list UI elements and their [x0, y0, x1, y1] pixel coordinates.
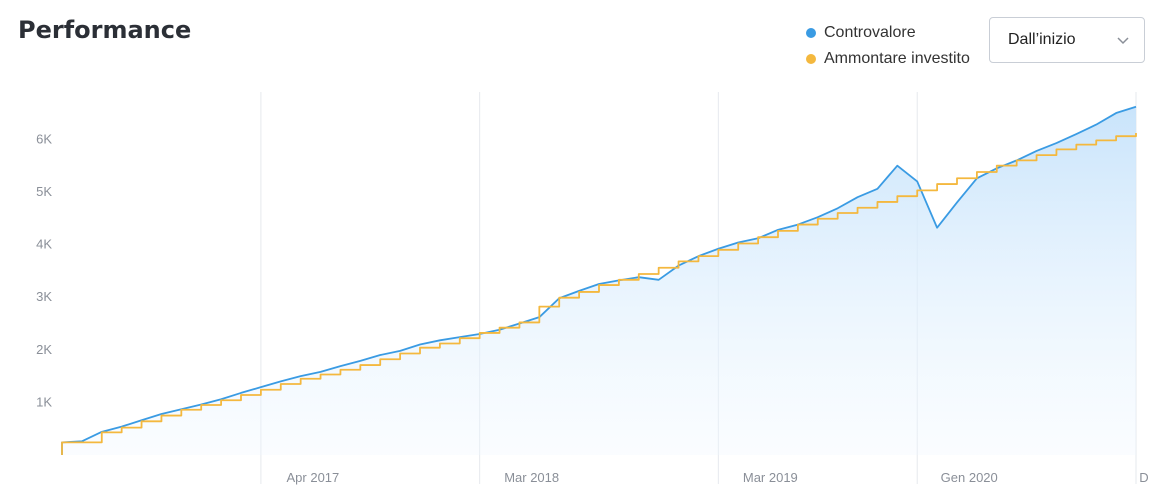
- y-tick-label-1k: 1K: [36, 394, 52, 409]
- y-tick-label-5k: 5K: [36, 184, 52, 199]
- y-tick-label-4k: 4K: [36, 237, 52, 252]
- series-line-controvalore: [61, 105, 1137, 455]
- y-tick-label-3k: 3K: [36, 289, 52, 304]
- legend-label-controvalore: Controvalore: [824, 24, 916, 41]
- x-tick-label-4: D: [1139, 470, 1148, 485]
- x-tick-label-1: Mar 2018: [504, 470, 559, 485]
- x-tick-label-0: Apr 2017: [287, 470, 340, 485]
- controvalore-area: [62, 106, 1136, 455]
- legend-label-ammontare-investito: Ammontare investito: [824, 50, 970, 67]
- y-tick-label-2k: 2K: [36, 342, 52, 357]
- legend-item-ammontare-investito[interactable]: Ammontare investito: [806, 46, 970, 72]
- series-line-ammontare-investito: [61, 133, 1137, 455]
- x-axis-labels: Apr 2017 Mar 2018 Mar 2019 Gen 2020 D: [287, 470, 1149, 485]
- y-axis-labels: 1K 2K 3K 4K 5K 6K: [36, 131, 52, 409]
- legend-dot-ammontare-investito: [806, 54, 816, 64]
- legend-item-controvalore[interactable]: Controvalore: [806, 20, 970, 46]
- time-range-value: Dall’inizio: [1008, 31, 1076, 48]
- x-tick-label-3: Gen 2020: [941, 470, 998, 485]
- time-range-select[interactable]: Dall’inizio: [989, 17, 1145, 63]
- x-tick-label-2: Mar 2019: [743, 470, 798, 485]
- page-title: Performance: [18, 16, 192, 44]
- legend-dot-controvalore: [806, 28, 816, 38]
- chevron-down-icon: [1116, 33, 1130, 47]
- lines-layer: [61, 105, 1137, 455]
- area-layer: [62, 106, 1136, 455]
- y-tick-label-6k: 6K: [36, 131, 52, 146]
- chart-legend: Controvalore Ammontare investito: [806, 20, 970, 72]
